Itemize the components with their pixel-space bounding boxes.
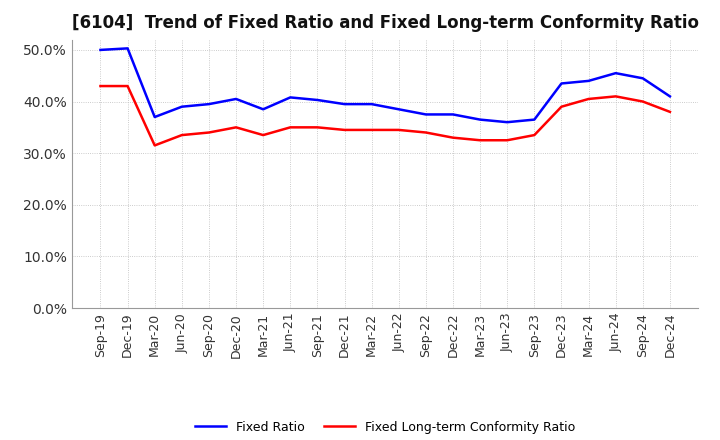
Line: Fixed Long-term Conformity Ratio: Fixed Long-term Conformity Ratio [101,86,670,145]
Legend: Fixed Ratio, Fixed Long-term Conformity Ratio: Fixed Ratio, Fixed Long-term Conformity … [190,416,580,439]
Fixed Long-term Conformity Ratio [150,143,159,148]
Fixed Long-term Conformity Ratio [639,99,647,104]
Fixed Ratio [665,94,674,99]
Fixed Ratio [178,104,186,109]
Fixed Ratio [639,76,647,81]
Fixed Ratio [367,102,376,107]
Fixed Ratio [150,114,159,120]
Fixed Long-term Conformity Ratio [123,84,132,89]
Fixed Ratio [557,81,566,86]
Fixed Long-term Conformity Ratio [476,138,485,143]
Fixed Ratio [259,106,268,112]
Line: Fixed Ratio: Fixed Ratio [101,48,670,122]
Fixed Long-term Conformity Ratio [313,125,322,130]
Fixed Long-term Conformity Ratio [286,125,294,130]
Fixed Long-term Conformity Ratio [421,130,430,135]
Fixed Long-term Conformity Ratio [557,104,566,109]
Fixed Ratio [421,112,430,117]
Title: [6104]  Trend of Fixed Ratio and Fixed Long-term Conformity Ratio: [6104] Trend of Fixed Ratio and Fixed Lo… [72,15,698,33]
Fixed Ratio [313,97,322,103]
Fixed Long-term Conformity Ratio [611,94,620,99]
Fixed Ratio [503,120,511,125]
Fixed Ratio [530,117,539,122]
Fixed Ratio [611,70,620,76]
Fixed Ratio [286,95,294,100]
Fixed Ratio [395,106,403,112]
Fixed Long-term Conformity Ratio [367,127,376,132]
Fixed Long-term Conformity Ratio [530,132,539,138]
Fixed Ratio [204,102,213,107]
Fixed Ratio [476,117,485,122]
Fixed Long-term Conformity Ratio [178,132,186,138]
Fixed Long-term Conformity Ratio [665,109,674,114]
Fixed Ratio [96,47,105,52]
Fixed Long-term Conformity Ratio [341,127,349,132]
Fixed Ratio [449,112,457,117]
Fixed Ratio [123,46,132,51]
Fixed Ratio [584,78,593,84]
Fixed Ratio [341,102,349,107]
Fixed Long-term Conformity Ratio [449,135,457,140]
Fixed Long-term Conformity Ratio [232,125,240,130]
Fixed Long-term Conformity Ratio [395,127,403,132]
Fixed Ratio [232,96,240,102]
Fixed Long-term Conformity Ratio [204,130,213,135]
Fixed Long-term Conformity Ratio [259,132,268,138]
Fixed Long-term Conformity Ratio [96,84,105,89]
Fixed Long-term Conformity Ratio [503,138,511,143]
Fixed Long-term Conformity Ratio [584,96,593,102]
